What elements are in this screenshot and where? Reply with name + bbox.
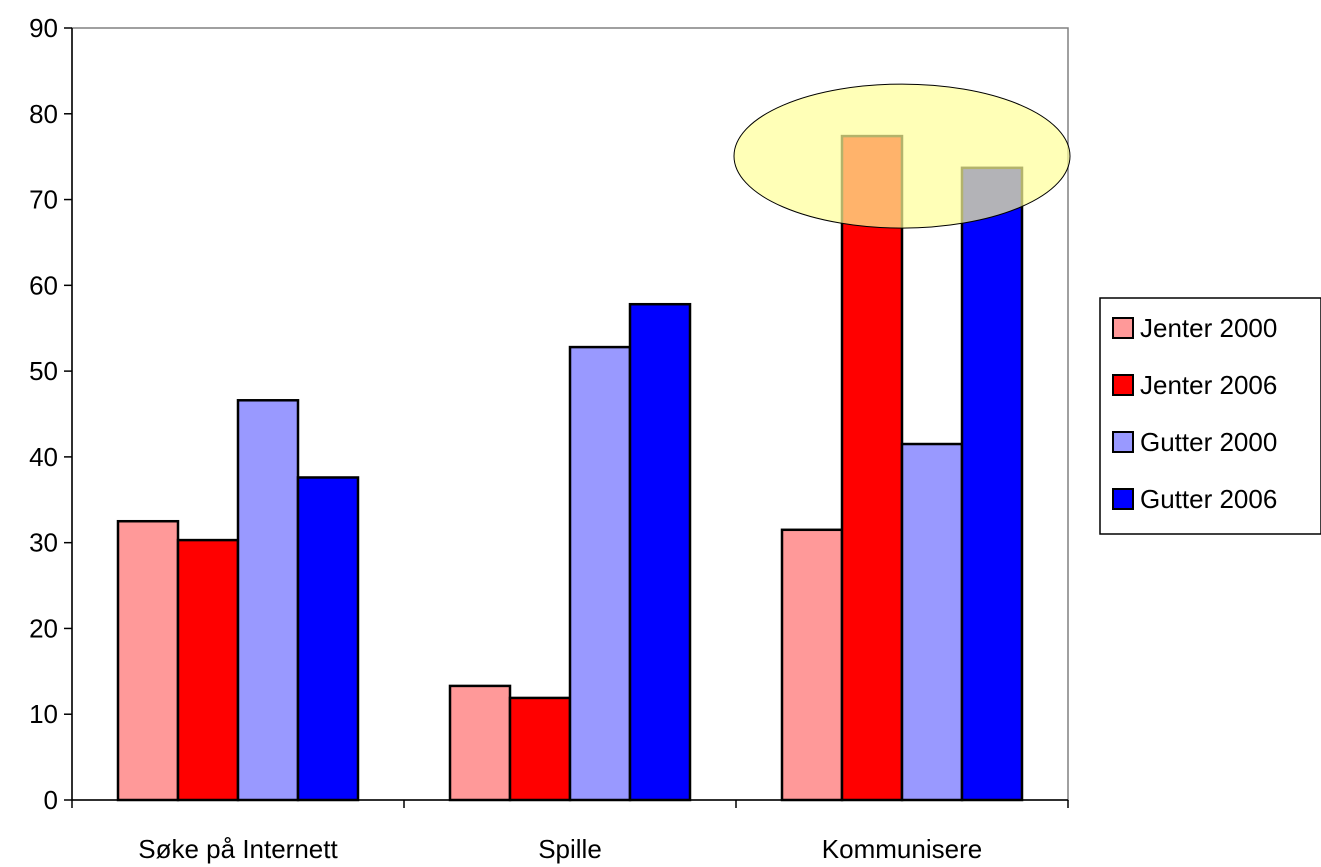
x-axis-ticks [71,800,1069,808]
bar [448,684,512,802]
y-tick-label: 40 [29,442,58,472]
y-tick-label: 30 [29,528,58,558]
bar [780,528,844,802]
y-tick-label: 10 [29,699,58,729]
bar [568,345,632,802]
y-axis-ticks: 0 10 20 30 40 50 60 70 80 90 [29,13,72,815]
legend: Jenter 2000 Jenter 2006 Gutter 2000 Gutter … [1099,297,1321,535]
bar [176,538,240,802]
category-label: Søke på Internett [138,834,338,864]
legend-label: Jenter 2000 [1140,313,1277,343]
bars [116,134,1024,802]
y-tick-label: 60 [29,270,58,300]
bar [116,519,180,802]
category-label: Kommunisere [822,834,982,864]
y-tick-label: 50 [29,356,58,386]
legend-box [1099,297,1321,535]
highlight-ellipse [733,83,1071,229]
legend-label: Gutter 2000 [1140,427,1277,457]
bar [296,476,360,802]
bar [508,696,572,802]
bar [840,134,904,802]
legend-swatch [1112,317,1134,339]
legend-label: Gutter 2006 [1140,484,1277,514]
legend-label: Jenter 2006 [1140,370,1277,400]
bar [960,166,1024,802]
y-tick-label: 90 [29,13,58,43]
y-tick-label: 20 [29,613,58,643]
legend-swatch [1112,374,1134,396]
legend-swatch [1112,488,1134,510]
y-tick-label: 70 [29,185,58,215]
bar [900,442,964,802]
bar [628,302,692,802]
category-label: Spille [538,834,602,864]
legend-swatch [1112,431,1134,453]
y-tick-label: 80 [29,99,58,129]
y-tick-label: 0 [44,785,58,815]
bar [236,399,300,802]
category-labels: Søke på Internett Spille Kommunisere [138,834,982,864]
